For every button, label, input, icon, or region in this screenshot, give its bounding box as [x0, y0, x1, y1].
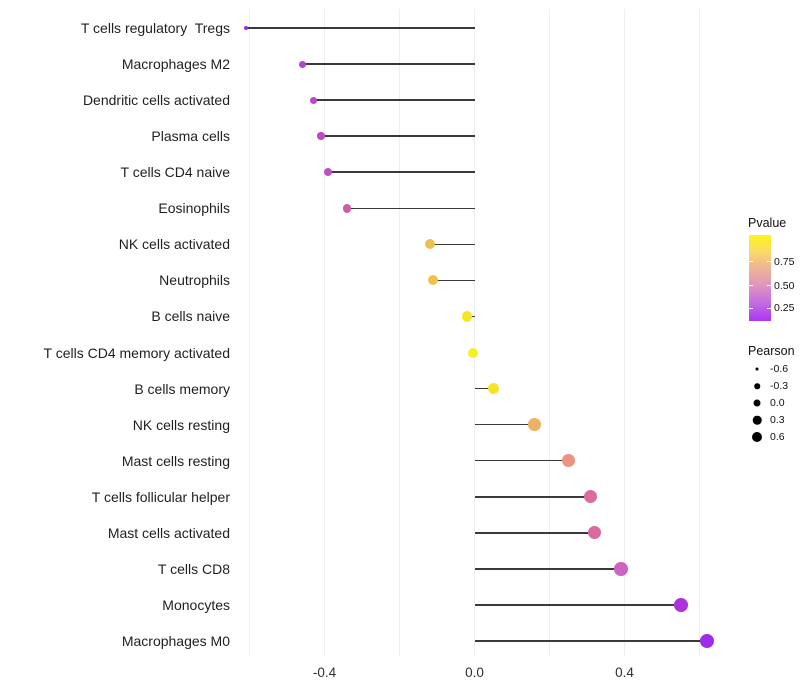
stem — [320, 135, 475, 137]
colorbar-label: 0.25 — [774, 302, 795, 315]
stem — [347, 207, 475, 210]
data-point — [309, 96, 317, 104]
colorbar-label: 0.75 — [774, 255, 795, 268]
stem — [433, 279, 475, 282]
data-point — [298, 60, 306, 68]
pearson-legend-dot — [753, 399, 761, 407]
y-axis-label: Dendritic cells activated — [82, 92, 230, 109]
data-point — [428, 275, 439, 286]
pearson-legend-dot — [752, 432, 762, 442]
data-point — [562, 454, 575, 467]
stem — [474, 387, 494, 390]
data-point — [461, 311, 473, 322]
y-axis-label: Macrophages M0 — [121, 633, 230, 650]
gridline-x-0.6 — [699, 9, 700, 656]
stem — [313, 99, 475, 101]
y-axis-label: Monocytes — [162, 596, 230, 613]
data-point — [467, 347, 478, 358]
stem — [245, 27, 475, 29]
colorbar-label: 0.50 — [774, 279, 795, 292]
data-point — [324, 168, 333, 177]
y-axis-label: NK cells activated — [118, 236, 230, 253]
legend-pearson-title: Pearson — [748, 344, 795, 358]
data-point — [584, 490, 598, 504]
y-axis-label: Macrophages M2 — [121, 56, 230, 73]
pearson-legend-label: -0.6 — [770, 363, 789, 375]
pearson-legend-label: 0.3 — [770, 414, 785, 426]
y-axis-label: Plasma cells — [151, 128, 230, 145]
pvalue-colorbar — [749, 235, 771, 321]
stem — [474, 423, 535, 426]
x-axis-tick-label: 0.0 — [465, 665, 484, 680]
colorbar-tick — [749, 307, 753, 309]
data-point — [317, 132, 325, 140]
legend-pvalue-title: Pvalue — [748, 216, 787, 230]
x-axis-tick-label: 0.4 — [615, 665, 634, 680]
data-point — [243, 26, 248, 30]
data-point — [588, 526, 601, 540]
y-axis-label: T cells regulatory Tregs — [80, 20, 230, 36]
y-axis-label: Mast cells resting — [121, 452, 230, 469]
pearson-legend-label: 0.6 — [770, 431, 785, 443]
y-axis-label: T cells CD8 — [157, 560, 230, 577]
colorbar-tick — [749, 285, 753, 287]
pearson-legend-dot — [752, 415, 762, 425]
y-axis-label: Eosinophils — [158, 200, 230, 217]
y-axis-label: T cells CD4 memory activated — [43, 344, 230, 361]
stem — [474, 459, 569, 462]
gridline-x-0.2 — [549, 9, 550, 656]
pearson-legend-label: -0.3 — [770, 380, 789, 392]
data-point — [614, 562, 628, 576]
pearson-legend-label: 0.0 — [770, 397, 785, 409]
colorbar-tick — [767, 285, 771, 287]
data-point — [342, 204, 352, 213]
y-axis-label: B cells memory — [134, 380, 230, 397]
gridline-x--0.6 — [249, 9, 250, 656]
stem — [474, 532, 595, 534]
gridline-x--0.2 — [399, 9, 400, 656]
gridline-x-0.4 — [624, 9, 625, 656]
stem — [328, 171, 475, 173]
data-point — [424, 239, 435, 250]
data-point — [673, 597, 688, 612]
y-axis-label: Mast cells activated — [107, 524, 230, 541]
y-axis-label: T cells follicular helper — [91, 488, 230, 505]
gridline-x--0.4 — [324, 9, 325, 656]
stem — [429, 243, 475, 246]
y-axis-label: T cells CD4 naive — [120, 164, 230, 181]
colorbar-tick — [767, 261, 771, 263]
stem — [474, 604, 681, 606]
colorbar-tick — [767, 307, 771, 309]
pearson-legend-dot — [754, 383, 760, 389]
gridline-x-0 — [474, 9, 475, 656]
stem — [474, 568, 621, 570]
stem — [474, 496, 591, 498]
data-point — [528, 418, 541, 431]
y-axis-label: B cells naive — [151, 308, 230, 325]
data-point — [700, 634, 714, 649]
y-axis-label: NK cells resting — [132, 416, 230, 433]
stem — [474, 640, 707, 642]
colorbar-tick — [749, 261, 753, 263]
pearson-legend-dot — [755, 367, 759, 371]
x-axis-tick-label: -0.4 — [312, 665, 337, 680]
stem — [302, 63, 475, 65]
data-point — [487, 382, 499, 395]
y-axis-label: Neutrophils — [159, 272, 230, 289]
